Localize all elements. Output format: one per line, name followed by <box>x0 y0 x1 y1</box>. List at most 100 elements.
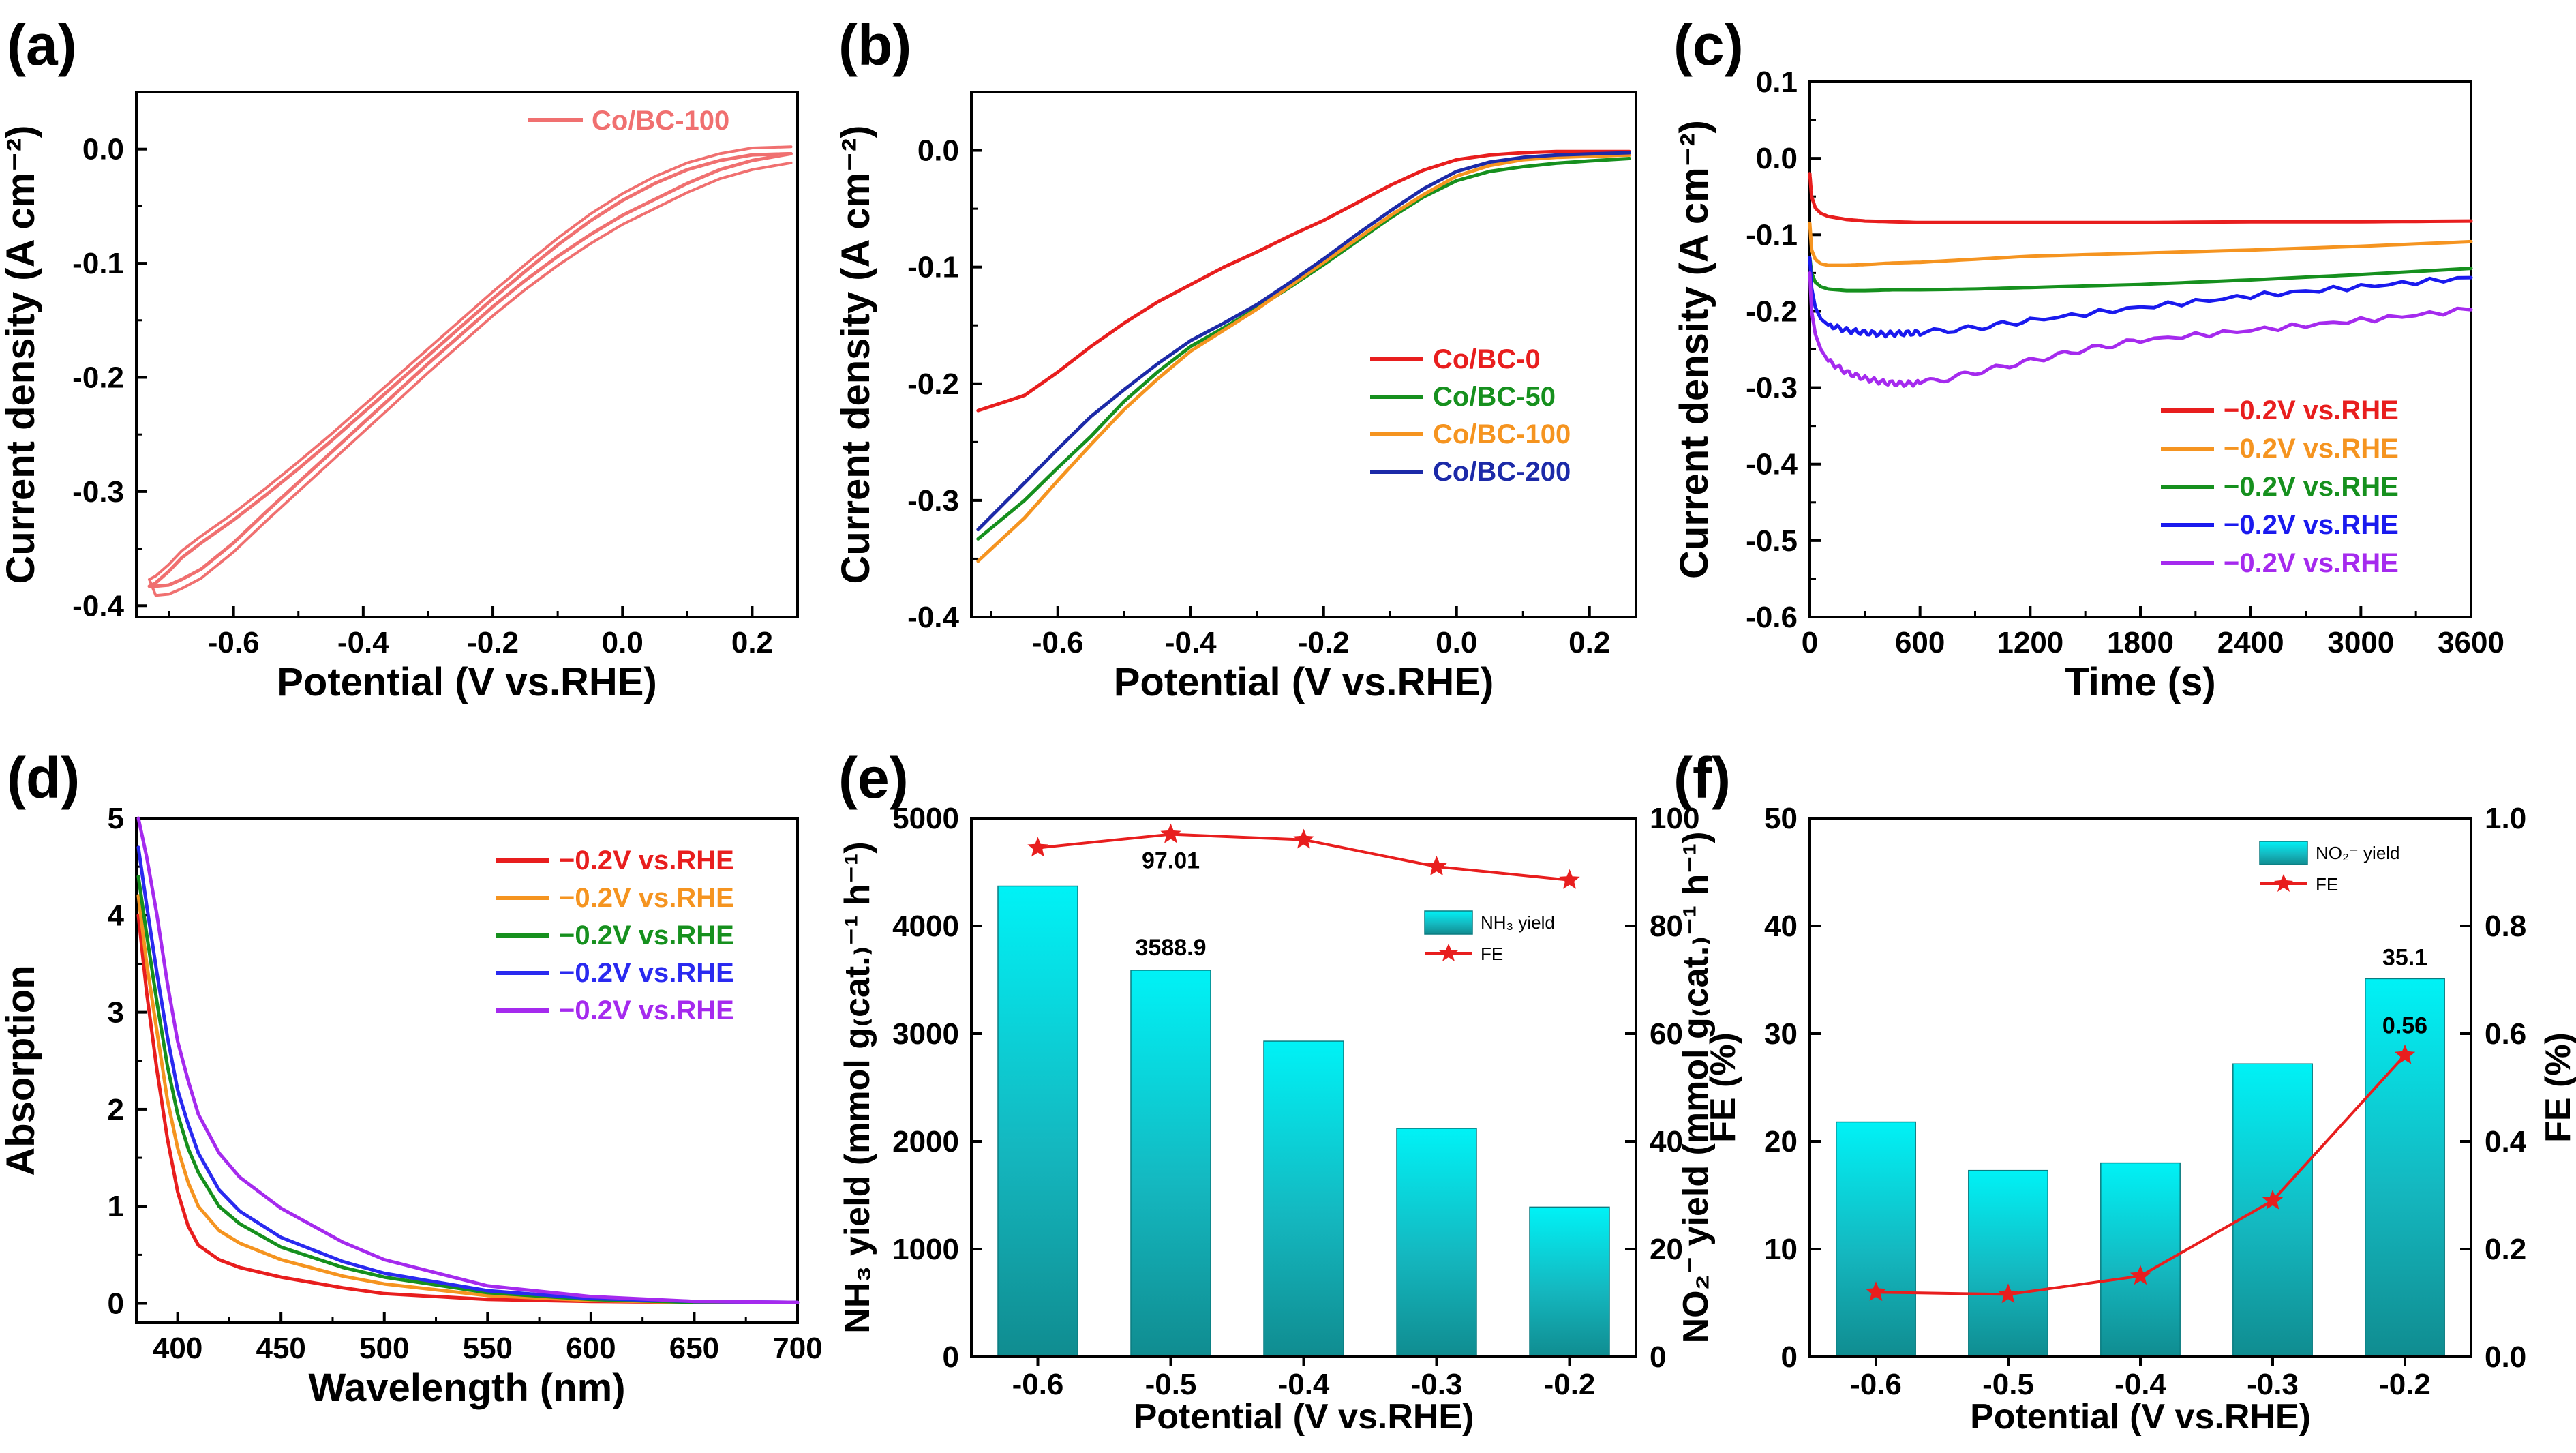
x-tick-label: 500 <box>359 1332 409 1365</box>
y-tick-label: 50 <box>1764 802 1798 835</box>
fe-star-marker <box>2262 1189 2284 1210</box>
y-tick-label: 0.0 <box>918 134 959 168</box>
yield-bar <box>1836 1121 1916 1358</box>
y-right-tick-label: 0.4 <box>2485 1125 2527 1158</box>
x-tick-label: 0.2 <box>731 626 773 659</box>
y-right-tick-label: 100 <box>1650 802 1699 835</box>
panel-c: (c) 0 600 1200 1800 2400 3000 3600 0.1 0.0 -0.1 -0.… <box>1672 13 2504 704</box>
y-right-tick-label: 20 <box>1650 1233 1683 1266</box>
x-tick-label: 2400 <box>2217 626 2284 659</box>
y-tick-label: -0.4 <box>907 601 959 634</box>
y-tick-label: 20 <box>1764 1125 1798 1158</box>
y-tick-label: 0 <box>943 1340 959 1374</box>
bar-value-annotation: 3588.9 <box>1136 935 1207 961</box>
x-tick-label: 400 <box>153 1332 202 1365</box>
y-right-tick-label: 80 <box>1650 910 1683 943</box>
x-tick-label: 550 <box>463 1332 513 1365</box>
y-right-tick-label: 1.0 <box>2485 802 2526 835</box>
fe-star-marker <box>1160 823 1181 843</box>
lsv-line <box>976 153 1631 563</box>
x-tick-label: -0.4 <box>2115 1368 2166 1401</box>
y-tick-label: 0.0 <box>82 133 124 166</box>
fe-value-annotation: 0.56 <box>2382 1013 2427 1039</box>
legend-label: −0.2V vs.RHE <box>559 920 734 950</box>
y-tick-label: 0.0 <box>1756 142 1798 175</box>
y-tick-label: 5 <box>108 802 124 835</box>
cv-loop-line <box>147 151 793 588</box>
y-right-tick-label: 40 <box>1650 1125 1683 1158</box>
yield-bar <box>1130 970 1211 1358</box>
y-tick-label: 4 <box>108 899 125 932</box>
y-axis-label: NH₃ yield (mmol g₍cat.₎⁻¹ h⁻¹) <box>838 841 877 1333</box>
y-tick-label: -0.1 <box>907 251 959 284</box>
legend-star-icon <box>1439 944 1458 961</box>
yield-bar <box>1263 1040 1344 1358</box>
absorption-line <box>136 845 800 1304</box>
lsv-line <box>976 149 1631 413</box>
x-tick-label: 700 <box>772 1332 822 1365</box>
x-tick-label: 3600 <box>2438 626 2504 659</box>
y-tick-label: 5000 <box>892 802 959 835</box>
legend-label: Co/BC-200 <box>1433 457 1571 487</box>
y-right-tick-label: 0.0 <box>2485 1340 2526 1374</box>
y-tick-label: 2000 <box>892 1125 959 1158</box>
plot-frame-d <box>135 817 799 1324</box>
y-tick-label: -0.3 <box>1746 372 1798 405</box>
legend-label: −0.2V vs.RHE <box>2224 434 2399 464</box>
legend-label: −0.2V vs.RHE <box>559 883 734 913</box>
x-tick-label: 0.2 <box>1569 626 1610 659</box>
y-tick-label: 1 <box>108 1190 124 1223</box>
y-tick-label: 0 <box>108 1287 124 1321</box>
legend-label: −0.2V vs.RHE <box>559 958 734 988</box>
x-tick-label: 650 <box>669 1332 719 1365</box>
y-right-tick-label: 0 <box>1650 1340 1666 1374</box>
y-tick-label: 2 <box>108 1093 124 1126</box>
legend-label: NO₂⁻ yield <box>2316 843 2400 863</box>
panel-label: (c) <box>1673 13 1744 77</box>
legend-label: NH₃ yield <box>1481 912 1555 933</box>
x-tick-label: -0.6 <box>208 626 260 659</box>
y-right-axis-label: FE (%) <box>2539 1032 2576 1143</box>
legend-label: Co/BC-100 <box>1433 419 1571 449</box>
x-tick-label: -0.6 <box>1850 1368 1902 1401</box>
y-tick-label: 0 <box>1781 1340 1798 1374</box>
x-tick-label: -0.2 <box>1298 626 1350 659</box>
yield-bar <box>997 885 1078 1358</box>
yield-bar <box>1396 1128 1477 1358</box>
fe-star-marker <box>1997 1283 2019 1304</box>
legend-label: −0.2V vs.RHE <box>559 845 734 875</box>
y-tick-label: 30 <box>1764 1017 1798 1051</box>
panel-d: (d) 400 450 500 550 600 650 700 0 1 2 3 4 5 Wavelength… <box>0 746 823 1410</box>
x-tick-label: 0.0 <box>602 626 643 659</box>
fe-star-marker <box>1293 828 1314 849</box>
fe-value-annotation: 97.01 <box>1142 848 1200 874</box>
yield-bar <box>2232 1063 2313 1358</box>
y-tick-label: -0.1 <box>1746 218 1798 252</box>
chrono-line <box>1808 256 2473 293</box>
x-tick-label: -0.6 <box>1012 1368 1064 1401</box>
y-right-axis-label: FE (%) <box>1703 1032 1743 1143</box>
lsv-line <box>976 151 1631 532</box>
x-tick-label: 0.0 <box>1436 626 1477 659</box>
y-axis-label: Current density (A cm⁻²) <box>1672 120 1716 579</box>
y-right-tick-label: 0.8 <box>2485 910 2526 943</box>
panel-label: (e) <box>838 746 909 810</box>
y-tick-label: 3 <box>108 996 124 1030</box>
y-tick-label: -0.5 <box>1746 524 1798 558</box>
chrono-line <box>1808 172 2473 224</box>
legend-label: −0.2V vs.RHE <box>2224 548 2399 578</box>
y-right-tick-label: 60 <box>1650 1017 1683 1051</box>
y-right-tick-label: 0.2 <box>2485 1233 2526 1266</box>
y-right-tick-label: 0.6 <box>2485 1017 2526 1051</box>
y-tick-label: 0.1 <box>1756 65 1798 99</box>
x-tick-label: 0 <box>1802 626 1818 659</box>
y-tick-label: 10 <box>1764 1233 1798 1266</box>
chrono-line <box>1808 256 2473 339</box>
panel-e: (e)-0.6 -0.5 -0.4 -0.3 -0.201000200030004000… <box>838 746 1743 1437</box>
chrono-line <box>1808 271 2473 388</box>
x-tick-label: 600 <box>566 1332 616 1365</box>
y-tick-label: -0.6 <box>1746 601 1798 634</box>
legend-swatch <box>1424 910 1473 935</box>
x-axis-label: Time (s) <box>2065 660 2215 704</box>
yield-bar <box>2365 978 2445 1358</box>
